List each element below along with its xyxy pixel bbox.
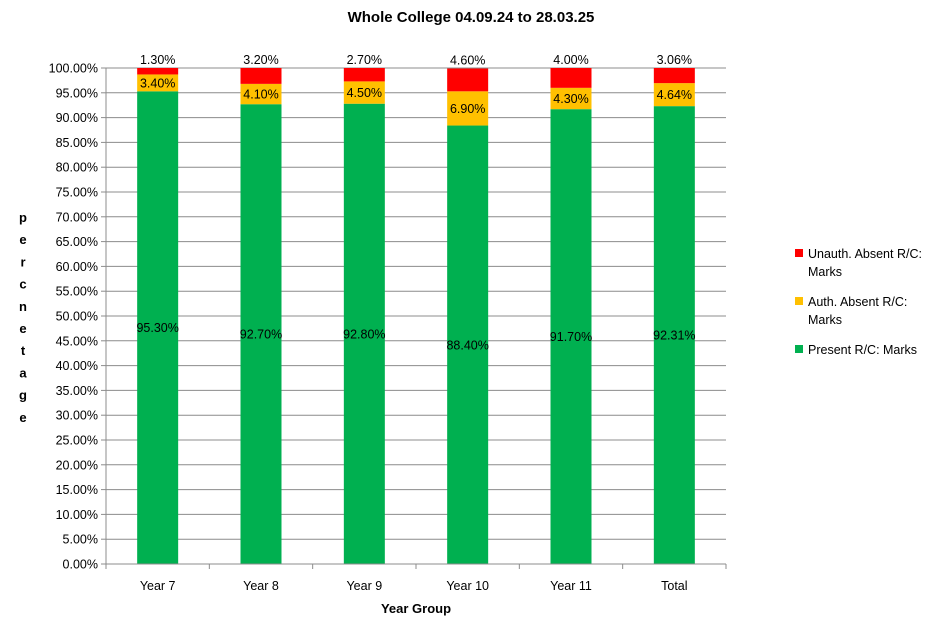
y-tick-label: 15.00%: [56, 483, 98, 497]
bar-segment: [240, 83, 282, 105]
y-tick-label: 25.00%: [56, 434, 98, 448]
x-tick-label: Year 10: [446, 579, 489, 593]
x-tick-label: Year 7: [140, 579, 176, 593]
bar-segment: [550, 68, 592, 88]
bar-segment: [343, 68, 385, 82]
y-tick-label: 75.00%: [56, 186, 98, 200]
x-tick-label: Year 9: [346, 579, 382, 593]
legend-entry: Auth. Absent R/C: Marks: [808, 295, 907, 327]
y-tick-label: 55.00%: [56, 285, 98, 299]
legend-entry: Unauth. Absent R/C: Marks: [808, 247, 922, 279]
bar-segment: [240, 68, 282, 84]
data-label: 91.70%: [550, 330, 592, 344]
chart-title: Whole College 04.09.24 to 28.03.25: [348, 9, 595, 26]
bars: [137, 68, 695, 565]
gridlines: [101, 67, 726, 565]
data-label: 92.80%: [343, 327, 385, 341]
bar-segment: [653, 68, 695, 84]
x-tick-labels: Year 7 Year 8 Year 9 Year 10 Year 11 Total: [140, 579, 688, 593]
legend: Unauth. Absent R/C: Marks Auth. Absent R/C…: [795, 247, 922, 357]
bar-segment: [447, 125, 489, 564]
axes: [105, 68, 727, 569]
legend-swatch: [795, 345, 803, 353]
bar-segment: [137, 68, 179, 75]
bar-segment: [550, 87, 592, 110]
data-label: 4.10%: [243, 88, 278, 102]
y-tick-label: 90.00%: [56, 111, 98, 125]
data-label: 92.70%: [240, 328, 282, 342]
legend-swatch: [795, 249, 803, 257]
x-tick-label: Total: [661, 579, 687, 593]
legend-entry: Present R/C: Marks: [808, 343, 917, 357]
bar-segment: [447, 68, 489, 92]
data-label: 4.30%: [553, 92, 588, 106]
y-tick-label: 40.00%: [56, 359, 98, 373]
bar-segment: [343, 81, 385, 104]
bar-segment: [550, 109, 592, 564]
x-axis-title: Year Group: [381, 601, 451, 616]
bar-segment: [137, 74, 179, 92]
y-tick-label: 10.00%: [56, 508, 98, 522]
y-tick-label: 95.00%: [56, 86, 98, 100]
bar-segment: [653, 83, 695, 107]
y-tick-label: 80.00%: [56, 161, 98, 175]
x-tick-label: Year 8: [243, 579, 279, 593]
y-tick-label: 0.00%: [63, 558, 98, 572]
x-tick-label: Year 11: [550, 579, 592, 593]
data-label: 1.30%: [140, 53, 175, 67]
legend-swatch: [795, 297, 803, 305]
data-label: 95.30%: [136, 321, 178, 335]
y-tick-label: 45.00%: [56, 334, 98, 348]
data-label: 4.50%: [347, 86, 382, 100]
data-labels: 95.30% 3.40% 1.30% 92.70% 4.10% 3.20% 92.80% 4.…: [136, 53, 695, 352]
y-tick-label: 20.00%: [56, 458, 98, 472]
y-tick-label: 65.00%: [56, 235, 98, 249]
y-tick-label: 30.00%: [56, 409, 98, 423]
bar-segment: [447, 91, 489, 126]
data-label: 2.70%: [347, 53, 382, 67]
bar-segment: [137, 91, 179, 564]
bar-segment: [240, 104, 282, 564]
data-label: 4.60%: [450, 53, 485, 67]
y-tick-label: 100.00%: [49, 62, 98, 76]
data-label: 92.31%: [653, 329, 695, 343]
y-tick-label: 70.00%: [56, 210, 98, 224]
y-tick-label: 5.00%: [63, 533, 98, 547]
y-tick-label: 35.00%: [56, 384, 98, 398]
y-tick-label: 60.00%: [56, 260, 98, 274]
data-label: 4.00%: [553, 53, 588, 67]
y-tick-labels: 0.00% 5.00% 10.00% 15.00% 20.00% 25.00% 30.00%…: [49, 62, 98, 572]
data-label: 6.90%: [450, 102, 485, 116]
bar-segment: [343, 103, 385, 564]
data-label: 3.06%: [657, 53, 692, 67]
bar-segment: [653, 106, 695, 565]
y-tick-label: 50.00%: [56, 310, 98, 324]
y-tick-label: 85.00%: [56, 136, 98, 150]
data-label: 88.40%: [446, 338, 488, 352]
data-label: 3.20%: [243, 53, 278, 67]
data-label: 3.40%: [140, 76, 175, 90]
data-label: 4.64%: [657, 88, 692, 102]
